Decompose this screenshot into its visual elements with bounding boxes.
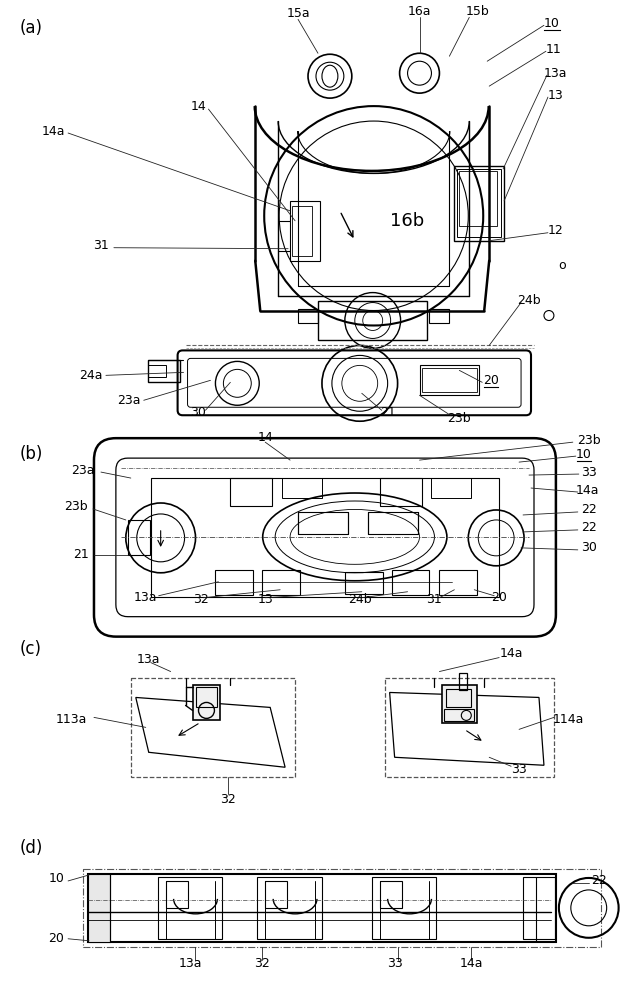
Text: 14: 14: [190, 100, 207, 113]
Bar: [193, 685, 220, 720]
Text: 24a: 24a: [79, 369, 103, 382]
Text: (b): (b): [19, 445, 43, 463]
Text: 21: 21: [73, 548, 89, 561]
Text: 12: 12: [548, 224, 564, 237]
Bar: [368, 512, 417, 534]
Text: 20: 20: [491, 591, 507, 604]
Text: 23b: 23b: [577, 434, 601, 447]
Text: 30: 30: [190, 406, 207, 419]
Text: 32: 32: [220, 793, 236, 806]
Text: 30: 30: [581, 541, 596, 554]
Text: 114a: 114a: [553, 713, 585, 726]
Text: 15a: 15a: [286, 7, 310, 20]
Text: (c): (c): [19, 640, 41, 658]
Text: 23a: 23a: [117, 394, 141, 407]
Text: o: o: [558, 259, 565, 272]
Bar: [88, 874, 110, 942]
Bar: [454, 166, 504, 241]
Bar: [345, 572, 383, 594]
Bar: [265, 881, 287, 908]
Text: 22: 22: [581, 503, 596, 516]
Text: 24b: 24b: [348, 593, 371, 606]
Bar: [282, 478, 322, 498]
Text: 13: 13: [548, 89, 564, 102]
Text: 22: 22: [591, 874, 606, 887]
Bar: [195, 687, 218, 707]
Bar: [432, 478, 471, 498]
Bar: [131, 678, 295, 777]
Bar: [298, 309, 318, 323]
Bar: [459, 673, 467, 690]
Bar: [384, 678, 554, 777]
Text: 10: 10: [544, 17, 560, 30]
Bar: [523, 877, 555, 939]
Text: 32: 32: [193, 593, 208, 606]
Bar: [379, 881, 402, 908]
Text: 23b: 23b: [64, 500, 88, 513]
Bar: [459, 171, 497, 226]
Text: 14a: 14a: [42, 125, 65, 138]
Bar: [444, 709, 474, 721]
Bar: [215, 570, 253, 595]
Bar: [292, 206, 312, 256]
Bar: [148, 360, 180, 382]
Text: 15b: 15b: [465, 5, 489, 18]
Text: (d): (d): [19, 839, 43, 857]
Text: 22: 22: [581, 521, 596, 534]
Text: 14a: 14a: [576, 484, 600, 497]
Text: 14a: 14a: [460, 957, 483, 970]
Bar: [148, 365, 165, 377]
Text: 24b: 24b: [518, 294, 541, 307]
Bar: [422, 368, 477, 392]
Text: 32: 32: [254, 957, 270, 970]
Text: 16b: 16b: [391, 212, 425, 230]
Bar: [318, 301, 427, 340]
Text: 10: 10: [49, 872, 64, 885]
Text: 20: 20: [483, 374, 499, 387]
Bar: [258, 877, 322, 939]
Text: 33: 33: [387, 957, 402, 970]
Text: 13a: 13a: [134, 591, 157, 604]
Text: 33: 33: [581, 466, 596, 479]
Bar: [439, 570, 477, 595]
Bar: [158, 877, 223, 939]
Text: 13a: 13a: [544, 67, 568, 80]
Text: 113a: 113a: [55, 713, 86, 726]
Text: 11: 11: [546, 43, 562, 56]
Text: 20: 20: [49, 932, 64, 945]
Text: 21: 21: [380, 406, 396, 419]
Bar: [165, 881, 188, 908]
Text: 13a: 13a: [137, 653, 160, 666]
Bar: [128, 520, 150, 555]
Bar: [83, 869, 601, 947]
Bar: [429, 309, 449, 323]
Bar: [372, 877, 437, 939]
Text: 13a: 13a: [179, 957, 202, 970]
Bar: [447, 689, 471, 707]
Text: (a): (a): [19, 19, 42, 37]
Text: 23a: 23a: [72, 464, 95, 477]
Text: 10: 10: [576, 448, 592, 461]
Text: 14a: 14a: [499, 647, 523, 660]
Bar: [442, 685, 477, 723]
Text: 14: 14: [258, 431, 273, 444]
Bar: [392, 570, 429, 595]
Text: 31: 31: [427, 593, 442, 606]
Bar: [88, 874, 556, 942]
Text: 31: 31: [93, 239, 109, 252]
Bar: [298, 512, 348, 534]
Bar: [151, 478, 499, 597]
Text: 13: 13: [258, 593, 273, 606]
Bar: [457, 169, 501, 237]
Text: 16a: 16a: [408, 5, 431, 18]
Bar: [379, 478, 422, 506]
Bar: [230, 478, 272, 506]
Text: 33: 33: [511, 763, 527, 776]
Bar: [419, 365, 479, 395]
Bar: [290, 201, 320, 261]
Bar: [262, 570, 300, 595]
Text: 23b: 23b: [447, 412, 471, 425]
